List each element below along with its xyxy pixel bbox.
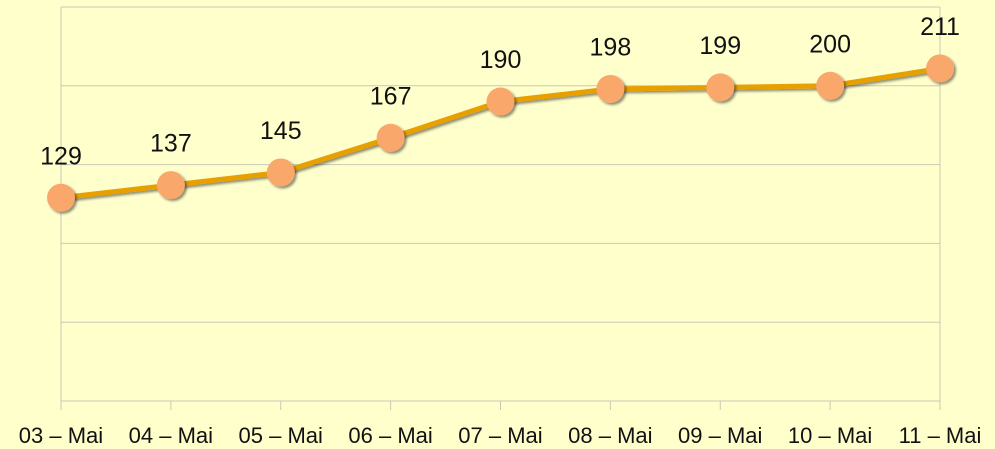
plot: 129 137 145 167 190 198 199 200 211 <box>40 13 960 212</box>
marker <box>706 73 735 102</box>
x-tick-label: 07 – Mai <box>458 423 542 448</box>
x-tick-label: 06 – Mai <box>348 423 432 448</box>
marker <box>156 171 185 200</box>
marker <box>926 54 954 83</box>
data-label: 137 <box>150 130 192 158</box>
marker <box>486 87 515 116</box>
grid <box>60 6 941 410</box>
data-label: 167 <box>370 82 412 110</box>
x-tick-label: 09 – Mai <box>678 423 762 448</box>
marker <box>376 123 405 152</box>
marker <box>47 183 75 212</box>
data-label: 145 <box>260 117 302 145</box>
data-label: 199 <box>699 32 741 60</box>
marker <box>816 71 845 100</box>
x-tick-label: 05 – Mai <box>239 423 323 448</box>
x-tick-label: 03 – Mai <box>19 423 103 448</box>
data-label: 129 <box>40 142 82 170</box>
x-tick-label: 08 – Mai <box>568 423 652 448</box>
x-tick-label: 10 – Mai <box>788 423 872 448</box>
data-label: 200 <box>809 30 851 58</box>
marker <box>266 158 295 187</box>
marker <box>596 74 625 103</box>
data-label: 198 <box>590 34 632 62</box>
x-tick-label: 04 – Mai <box>129 423 213 448</box>
data-label: 211 <box>920 13 960 41</box>
data-label: 190 <box>480 46 522 74</box>
x-tick-label: 11 – Mai <box>899 423 982 448</box>
